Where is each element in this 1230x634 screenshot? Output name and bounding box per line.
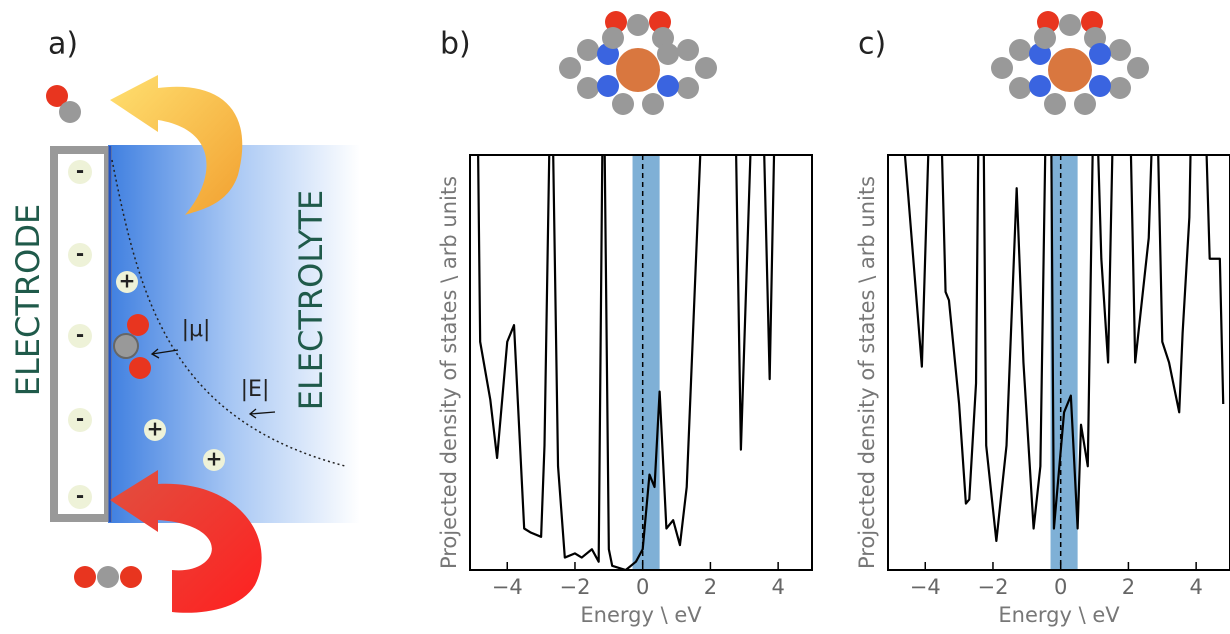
- y-axis-label: Projected density of states \ arb units: [855, 176, 879, 569]
- plus-sign: +: [206, 447, 223, 471]
- field-label: |E|: [241, 377, 270, 402]
- structure-icon: [991, 11, 1149, 115]
- dos-chart: −4 −2 0 2 4 Energy \ eV Projected density of s…: [437, 27, 813, 627]
- x-tick-label: −4: [492, 575, 523, 599]
- charge-bubble: [68, 160, 92, 184]
- charge-bubble: [68, 485, 92, 509]
- electrolyte-label: ELECTROLYTE: [292, 190, 330, 410]
- schematic: a) ELECTRODE ELECTROLYTE |μ| |E| - - - - - +…: [9, 27, 360, 613]
- x-tick-label: 4: [771, 575, 784, 599]
- fermi-window: [1050, 155, 1078, 570]
- structure-icon: [559, 11, 717, 115]
- plot-frame: [469, 154, 813, 571]
- y-axis-label: Projected density of states \ arb units: [437, 176, 461, 569]
- plot-frame: [887, 154, 1230, 571]
- x-tick-label: 2: [704, 575, 717, 599]
- plus-sign: +: [119, 269, 136, 293]
- minus-sign: -: [76, 242, 84, 266]
- minus-sign: -: [76, 323, 84, 347]
- dos-line: [903, 155, 1225, 543]
- x-axis-label: Energy \ eV: [580, 603, 702, 627]
- molecule: [46, 85, 151, 588]
- charge-bubble: [68, 324, 92, 348]
- electrode-label: ELECTRODE: [9, 204, 47, 396]
- plus-charges: + + +: [116, 269, 225, 471]
- x-tick-label: −2: [977, 575, 1008, 599]
- desorption-arrow: [110, 75, 243, 215]
- x-axis-label: Energy \ eV: [998, 603, 1120, 627]
- adsorption-arrow: [110, 470, 262, 613]
- charge-bubble: [144, 419, 166, 441]
- plus-sign: +: [147, 417, 164, 441]
- x-tick-label: −4: [910, 575, 941, 599]
- x-tick-label: 2: [1122, 575, 1135, 599]
- x-tick-label: 0: [1054, 575, 1067, 599]
- minus-sign: -: [76, 407, 84, 431]
- charge-bubble: [203, 449, 225, 471]
- x-tick-label: −2: [559, 575, 590, 599]
- arrows: [150, 348, 276, 419]
- charge-bubble: [68, 408, 92, 432]
- panel-label: c): [858, 27, 886, 62]
- minus-charges: - - - - -: [68, 159, 92, 509]
- charge-bubble: [116, 271, 138, 293]
- panel-label: b): [440, 27, 471, 62]
- electrolyte-region: [108, 145, 360, 523]
- panel-label: a): [48, 27, 78, 62]
- dipole-label: |μ|: [182, 317, 211, 342]
- dos-chart: −4 −2 0 2 4 Energy \ eV Projected density of s…: [855, 27, 1230, 627]
- x-tick-label: 4: [1189, 575, 1202, 599]
- charge-bubble: [68, 243, 92, 267]
- minus-sign: -: [76, 159, 84, 183]
- dos-line: [477, 155, 776, 570]
- minus-sign: -: [76, 484, 84, 508]
- x-tick-label: 0: [636, 575, 649, 599]
